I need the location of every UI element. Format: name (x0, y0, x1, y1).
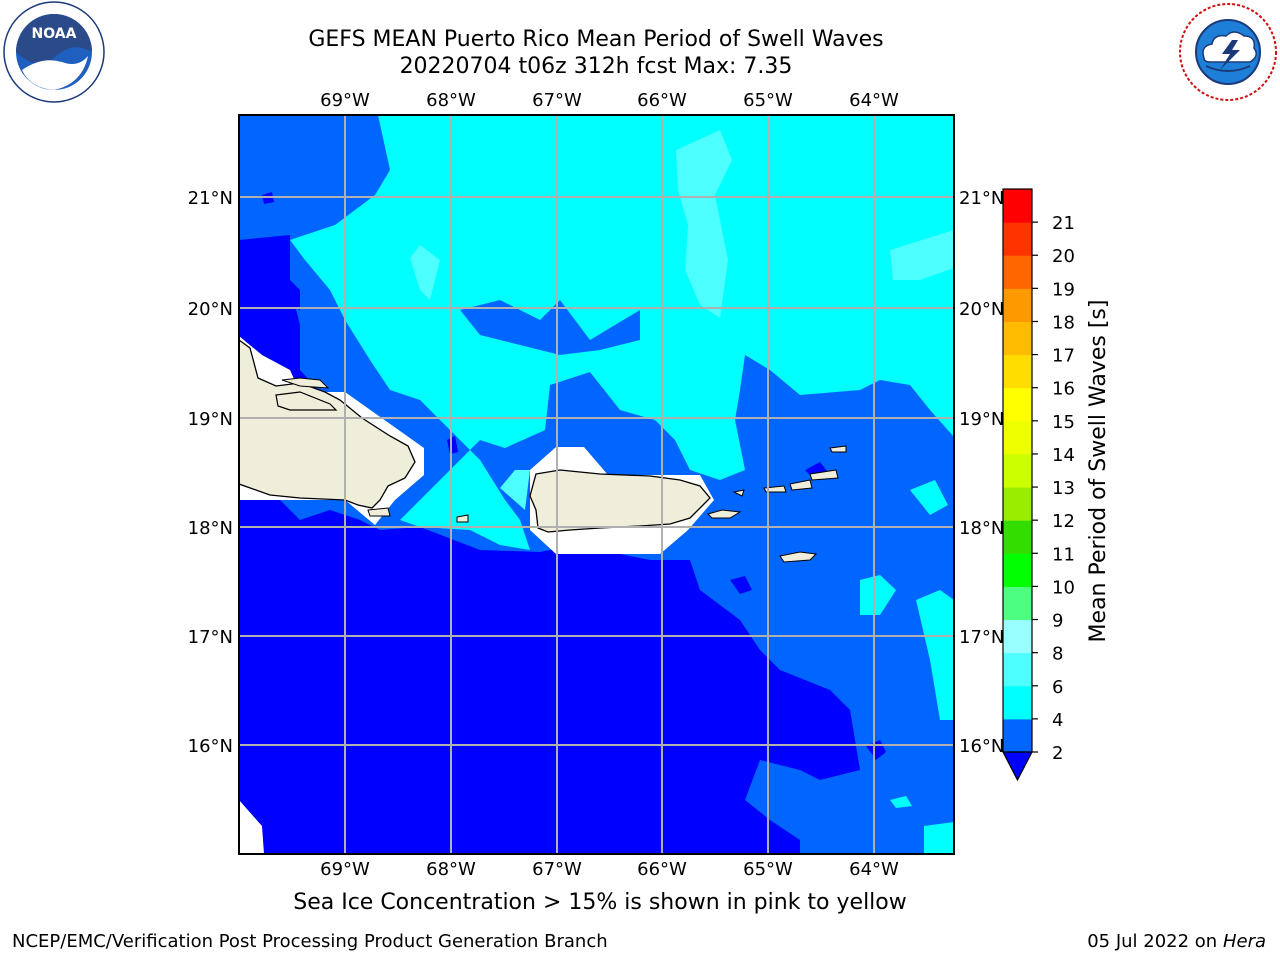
colorbar-segment (1003, 652, 1032, 687)
colorbar-segment (1003, 520, 1032, 554)
graticule (239, 115, 954, 854)
lat-label: 20°N (188, 299, 233, 320)
colorbar-segment (1003, 553, 1032, 587)
chart-title: GEFS MEAN Puerto Rico Mean Period of Swe… (308, 27, 884, 52)
colorbar-tick-label: 8 (1052, 644, 1063, 665)
lon-label: 65°W (743, 859, 793, 880)
lat-label: 18°N (188, 518, 233, 539)
lat-label: 21°N (959, 188, 1004, 209)
colorbar-segment (1003, 453, 1032, 488)
colorbar-segment (1003, 487, 1032, 521)
colorbar-tick-label: 20 (1052, 246, 1075, 267)
colorbar-segment (1003, 685, 1032, 720)
lat-labels-left: 21°N 20°N 19°N 18°N 17°N 16°N (188, 188, 233, 757)
lat-label: 16°N (959, 736, 1004, 757)
lat-label: 18°N (959, 518, 1004, 539)
lat-labels-right: 21°N 20°N 19°N 18°N 17°N 16°N (959, 188, 1004, 757)
colorbar-tick-label: 21 (1052, 213, 1075, 234)
colorbar-tick-label: 17 (1052, 346, 1075, 367)
footer-host: Hera (1222, 931, 1266, 952)
colorbar-tick-label: 15 (1052, 412, 1075, 433)
lon-labels-bottom: 69°W 68°W 67°W 66°W 65°W 64°W (320, 859, 899, 880)
colorbar-frame (1002, 188, 1033, 753)
colorbar: 2 4 6 8 9 10 11 12 13 14 15 16 17 18 19 20 21 (1002, 188, 1075, 782)
colorbar-tick-label: 11 (1052, 544, 1075, 565)
colorbar-tick-label: 18 (1052, 312, 1075, 333)
colorbar-tick-label: 4 (1052, 710, 1063, 731)
colorbar-segment (1003, 354, 1032, 389)
swell-period-field (239, 115, 954, 854)
colorbar-segment (1003, 222, 1032, 256)
lon-label: 64°W (849, 859, 899, 880)
lat-label: 19°N (188, 409, 233, 430)
lon-label: 69°W (320, 90, 370, 111)
lat-label: 17°N (188, 627, 233, 648)
colorbar-segment (1003, 255, 1032, 289)
sea-ice-caption: Sea Ice Concentration > 15% is shown in … (293, 890, 907, 915)
lon-label: 64°W (849, 90, 899, 111)
footer-date-text: 05 Jul 2022 on (1087, 931, 1223, 952)
colorbar-tick-label: 12 (1052, 511, 1075, 532)
lon-label: 69°W (320, 859, 370, 880)
colorbar-tick-label: 10 (1052, 577, 1075, 598)
lat-label: 17°N (959, 627, 1004, 648)
colorbar-tick-label: 19 (1052, 279, 1075, 300)
lon-labels-top: 69°W 68°W 67°W 66°W 65°W 64°W (320, 90, 899, 111)
lon-label: 67°W (532, 90, 582, 111)
footer-date: 05 Jul 2022 on Hera (1087, 931, 1266, 952)
footer-credit: NCEP/EMC/Verification Post Processing Pr… (12, 931, 608, 952)
lat-label: 21°N (188, 188, 233, 209)
chart-subtitle: 20220704 t06z 312h fcst Max: 7.35 (399, 54, 793, 79)
lon-label: 68°W (426, 859, 476, 880)
colorbar-segment (1003, 420, 1032, 455)
lon-label: 68°W (426, 90, 476, 111)
colorbar-tick-label: 2 (1052, 743, 1063, 764)
colorbar-tick-label: 9 (1052, 611, 1063, 632)
lat-label: 20°N (959, 299, 1004, 320)
colorbar-segment (1003, 586, 1032, 621)
colorbar-label: Mean Period of Swell Waves [s] (1086, 300, 1111, 643)
colorbar-segment (1003, 619, 1032, 654)
colorbar-tick-label: 13 (1052, 478, 1075, 499)
nws-logo (1178, 2, 1278, 102)
colorbar-segment (1003, 189, 1032, 223)
lat-label: 16°N (188, 736, 233, 757)
colorbar-under-arrow (1002, 751, 1033, 782)
colorbar-tick-label: 6 (1052, 677, 1063, 698)
colorbar-segment (1003, 321, 1032, 356)
colorbar-tick-label: 16 (1052, 379, 1075, 400)
lon-label: 66°W (637, 90, 687, 111)
colorbar-segment (1003, 288, 1032, 322)
colorbar-tick-label: 14 (1052, 445, 1075, 466)
lon-label: 66°W (637, 859, 687, 880)
colorbar-segment (1003, 718, 1032, 753)
lon-label: 65°W (743, 90, 793, 111)
lon-label: 67°W (532, 859, 582, 880)
noaa-logo: NOAA (3, 1, 105, 103)
map-frame (238, 114, 955, 855)
lat-label: 19°N (959, 409, 1004, 430)
colorbar-segment (1003, 387, 1032, 422)
noaa-logo-text: NOAA (32, 26, 77, 42)
